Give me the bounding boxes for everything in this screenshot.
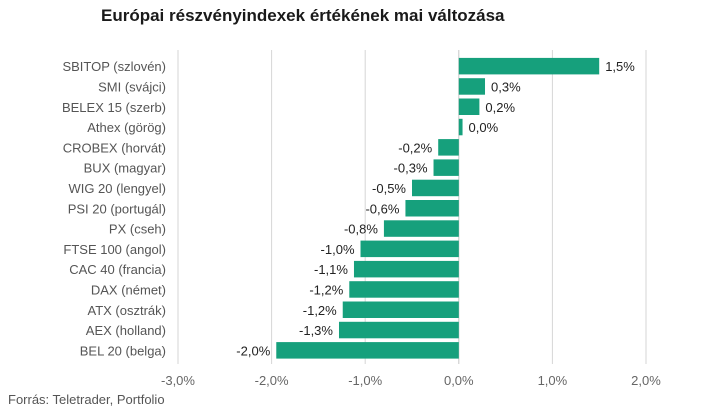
category-label: SBITOP (szlovén)	[62, 59, 166, 74]
data-label: -1,3%	[299, 323, 333, 338]
x-tick-label: 0,0%	[444, 373, 474, 388]
data-label: -0,8%	[344, 222, 378, 237]
data-label: -0,5%	[372, 181, 406, 196]
data-label: 0,2%	[485, 100, 515, 115]
category-label: BEL 20 (belga)	[80, 343, 166, 358]
category-label: SMI (svájci)	[98, 79, 166, 94]
bar	[349, 281, 459, 298]
data-label: -0,6%	[365, 201, 399, 216]
bar	[405, 200, 459, 217]
x-tick-label: -3,0%	[161, 373, 195, 388]
bar	[412, 179, 459, 197]
data-label: 1,5%	[605, 59, 635, 74]
category-label: Athex (görög)	[87, 120, 166, 135]
category-label: FTSE 100 (angol)	[63, 242, 166, 257]
category-label: PSI 20 (portugál)	[68, 201, 166, 216]
category-label: AEX (holland)	[86, 323, 166, 338]
bar	[383, 220, 459, 237]
data-label: -0,2%	[398, 140, 432, 155]
category-label: CROBEX (horvát)	[63, 140, 166, 155]
category-label: CAC 40 (francia)	[69, 262, 166, 277]
category-label: BELEX 15 (szerb)	[62, 100, 166, 115]
category-label: PX (cseh)	[109, 222, 166, 237]
chart-title: Európai részvényindexek értékének mai vá…	[101, 6, 505, 25]
bar	[338, 321, 459, 339]
data-label: -2,0%	[236, 343, 270, 358]
bar	[433, 159, 459, 176]
bar	[458, 98, 480, 115]
bar	[353, 260, 459, 278]
bar	[276, 342, 459, 359]
x-tick-label: 2,0%	[631, 373, 661, 388]
x-tick-label: 1,0%	[538, 373, 568, 388]
category-label: WIG 20 (lengyel)	[68, 181, 166, 196]
data-label: -1,0%	[321, 242, 355, 257]
data-label: -1,2%	[309, 282, 343, 297]
category-label: BUX (magyar)	[84, 161, 166, 176]
bar	[458, 57, 600, 75]
data-label: -0,3%	[394, 161, 428, 176]
category-label: ATX (osztrák)	[88, 303, 167, 318]
bar	[360, 240, 459, 258]
data-label: 0,3%	[491, 79, 521, 94]
bar	[438, 139, 459, 156]
source-note: Forrás: Teletrader, Portfolio	[8, 392, 165, 407]
bar	[458, 118, 463, 136]
x-tick-label: -2,0%	[255, 373, 289, 388]
data-label: 0,0%	[469, 120, 499, 135]
category-label: DAX (német)	[91, 282, 166, 297]
data-label: -1,2%	[303, 303, 337, 318]
x-tick-label: -1,0%	[348, 373, 382, 388]
bar	[458, 78, 486, 95]
bar	[342, 301, 459, 318]
data-label: -1,1%	[314, 262, 348, 277]
